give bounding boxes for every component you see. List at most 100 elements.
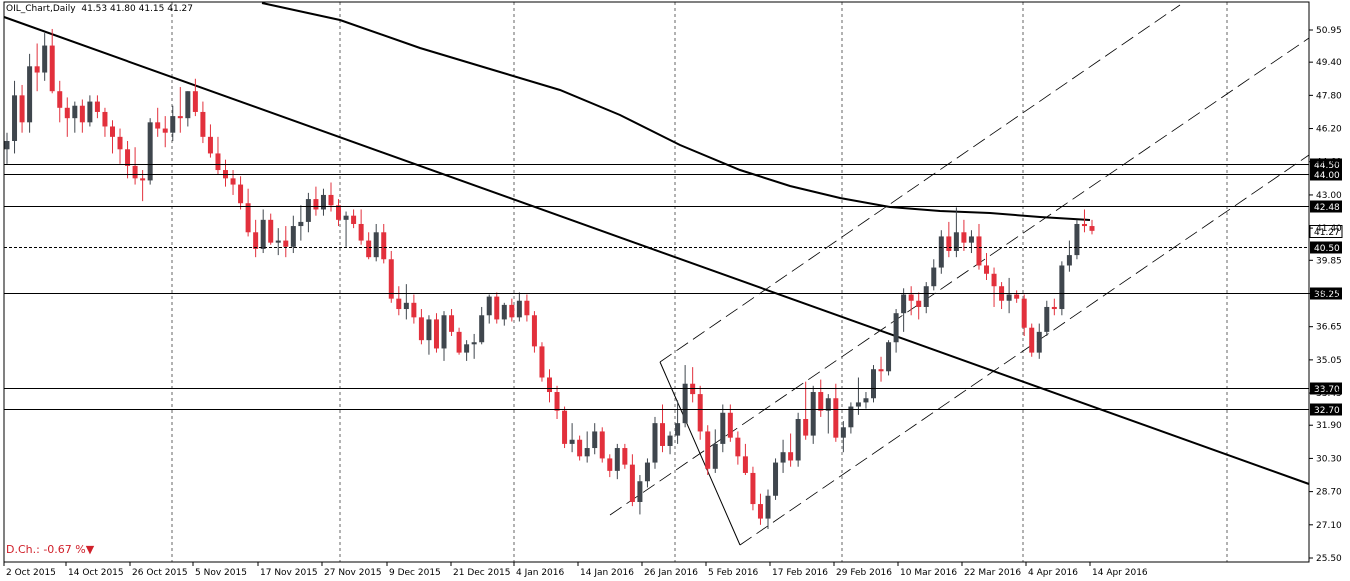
down-arrow-icon: ▼ <box>85 543 95 556</box>
candle-body <box>984 265 990 274</box>
candle-body <box>298 221 304 227</box>
candle-body <box>524 300 530 316</box>
price-tick-label: 44.60 <box>1316 158 1342 168</box>
price-tick-label: 30.30 <box>1316 454 1342 464</box>
candle-body <box>923 286 929 307</box>
candle-body <box>667 435 673 446</box>
candle-body <box>712 443 718 469</box>
time-tick-label: 17 Feb 2016 <box>772 568 828 578</box>
candle-body <box>449 315 455 332</box>
candle-body <box>780 452 786 463</box>
level-price-label: 33.70 <box>1314 385 1340 395</box>
candle-body <box>381 232 387 260</box>
candle-body <box>1021 298 1027 328</box>
pitchfork-handle <box>659 361 741 546</box>
candle-body <box>49 45 55 92</box>
daily-change-value: -0.67 % <box>43 543 86 556</box>
candle-body <box>64 107 70 119</box>
candle-body <box>12 95 18 141</box>
candle-body <box>373 232 379 258</box>
candle-body <box>893 313 899 343</box>
candle-body <box>245 203 251 233</box>
time-axis: 2 Oct 2015 14 Oct 2015 26 Oct 2015 5 Nov 20… <box>3 562 1148 578</box>
candle-body <box>366 240 372 258</box>
candle-body <box>516 300 522 318</box>
candle-body <box>908 294 914 301</box>
candle-body <box>592 431 598 449</box>
candle-body <box>117 136 123 150</box>
price-tick-label: 39.85 <box>1316 256 1342 266</box>
candle-body <box>1006 294 1012 301</box>
candle-body <box>757 504 763 519</box>
candle-body <box>599 431 605 459</box>
moving-average-line <box>261 2 1091 221</box>
price-tick-label: 27.10 <box>1316 521 1342 531</box>
candle-body <box>1089 226 1095 231</box>
current-price-label: 41.27 <box>1314 228 1340 238</box>
level-price-label: 40.50 <box>1314 244 1340 254</box>
price-tick-label: 50.95 <box>1316 26 1342 36</box>
candle-body <box>313 199 319 210</box>
candle-body <box>132 165 138 179</box>
candle-body <box>185 91 191 119</box>
candles-layer <box>4 28 1095 529</box>
candle-body <box>946 236 952 251</box>
time-tick-label: 5 Feb 2016 <box>708 568 759 578</box>
trendline-layer <box>3 2 1310 546</box>
price-tick-label: 43.00 <box>1316 191 1342 201</box>
candle-body <box>411 302 417 318</box>
candle-body <box>901 294 907 314</box>
candle-body <box>343 215 349 220</box>
candle-body <box>961 232 967 243</box>
candle-body <box>192 91 198 112</box>
candle-body <box>494 296 500 320</box>
ohlc-values: 41.53 41.80 41.15 41.27 <box>81 4 194 14</box>
candle-body <box>1081 223 1087 227</box>
price-tick-label: 35.05 <box>1316 356 1342 366</box>
candle-body <box>509 304 515 318</box>
candle-body <box>554 392 560 411</box>
candle-body <box>705 431 711 469</box>
level-price-box <box>1310 158 1342 171</box>
channel-lower-line <box>739 154 1310 546</box>
candle-body <box>878 369 884 372</box>
candle-body <box>42 45 48 73</box>
candle-body <box>253 232 259 249</box>
candle-body <box>614 448 620 471</box>
candle-body <box>1014 294 1020 299</box>
candle-body <box>162 128 168 133</box>
candle-body <box>652 423 658 463</box>
candle-body <box>788 452 794 461</box>
candle-body <box>916 300 922 307</box>
candle-body <box>57 91 63 108</box>
candle-body <box>818 392 824 411</box>
level-price-label: 38.25 <box>1314 290 1340 300</box>
candle-body <box>464 344 470 353</box>
candle-body <box>1051 306 1057 310</box>
level-price-box <box>1310 382 1342 395</box>
candle-body <box>750 472 756 505</box>
candle-body <box>1044 306 1050 332</box>
level-price-label: 44.00 <box>1314 171 1340 181</box>
candle-body <box>1036 331 1042 353</box>
level-price-box <box>1310 168 1342 181</box>
daily-change-label: D.Ch.: <box>6 543 40 556</box>
candle-body <box>396 298 402 310</box>
candle-body <box>848 406 854 428</box>
candle-body <box>629 464 635 502</box>
level-price-label: 32.70 <box>1314 406 1340 416</box>
candle-body <box>471 342 477 345</box>
level-price-label: 44.50 <box>1314 161 1340 171</box>
candle-body <box>968 236 974 243</box>
price-tick-label: 36.65 <box>1316 323 1342 333</box>
candle-body <box>336 205 342 220</box>
candle-body <box>102 111 108 127</box>
candle-body <box>170 116 176 133</box>
candle-body <box>358 223 364 241</box>
level-price-box <box>1310 403 1342 416</box>
candle-body <box>577 439 583 457</box>
candle-body <box>886 342 892 372</box>
daily-change-indicator: D.Ch.: -0.67 %▼ <box>6 543 94 556</box>
candle-body <box>177 116 183 119</box>
